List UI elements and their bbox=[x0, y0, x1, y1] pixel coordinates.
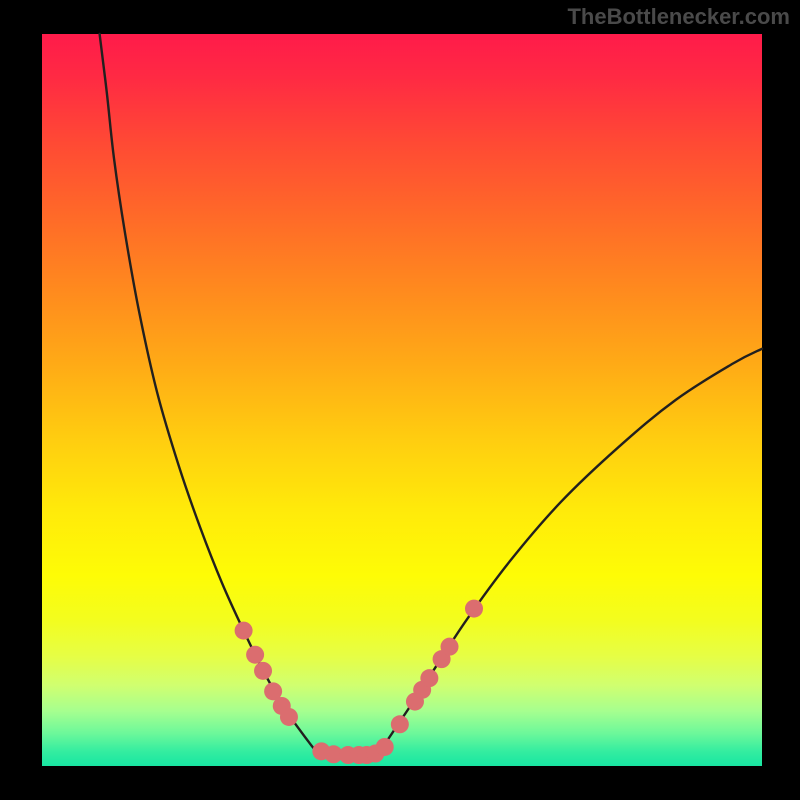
data-marker bbox=[280, 708, 298, 726]
data-marker bbox=[376, 738, 394, 756]
data-marker bbox=[420, 669, 438, 687]
data-marker bbox=[235, 622, 253, 640]
plot-background bbox=[42, 34, 762, 766]
data-marker bbox=[441, 638, 459, 656]
chart-svg bbox=[0, 0, 800, 800]
watermark-text: TheBottlenecker.com bbox=[567, 4, 790, 30]
data-marker bbox=[465, 600, 483, 618]
data-marker bbox=[246, 646, 264, 664]
data-marker bbox=[391, 715, 409, 733]
data-marker bbox=[254, 662, 272, 680]
